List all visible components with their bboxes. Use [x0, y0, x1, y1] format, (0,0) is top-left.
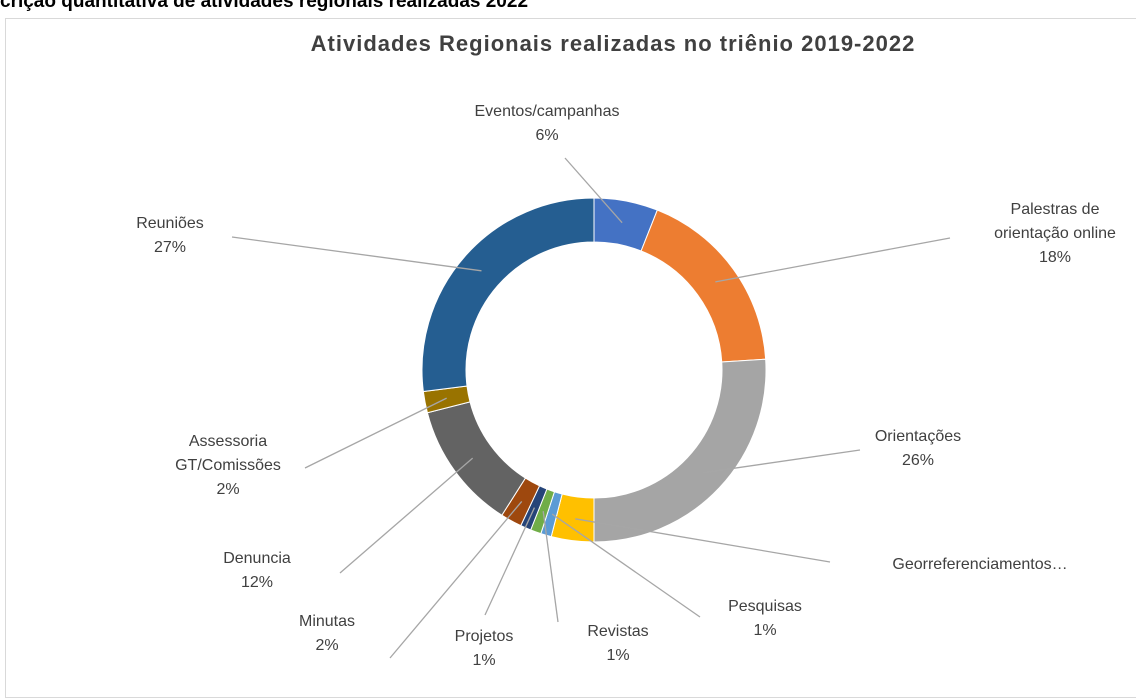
value-label: 1%: [606, 647, 630, 664]
value-label: 12%: [240, 574, 274, 591]
leader-line: [389, 501, 523, 659]
leader-line: [575, 518, 831, 563]
value-label: 18%: [1038, 249, 1072, 266]
leader-line: [231, 236, 482, 272]
data-label: Denuncia 12%: [197, 547, 317, 595]
data-label: Pesquisas 1%: [705, 595, 825, 643]
category-label: Minutas: [298, 613, 356, 630]
value-label: 6%: [535, 127, 559, 144]
data-label: Georreferenciamentos…: [850, 553, 1110, 577]
donut-slice: [421, 197, 595, 393]
data-label: Palestras de orientação online 18%: [975, 198, 1135, 270]
leader-line: [339, 457, 474, 574]
value-label: 26%: [901, 452, 935, 469]
heading: crição quantitativa de atividades region…: [0, 0, 529, 12]
donut-slice: [426, 401, 527, 516]
leader-line: [564, 157, 623, 224]
category-label: Eventos/campanhas: [474, 103, 620, 120]
category-label: Reuniões: [136, 215, 204, 232]
category-label: Orientações: [874, 428, 962, 445]
chart: Atividades Regionais realizadas no triên…: [231, 31, 951, 659]
data-label: Revistas 1%: [558, 620, 678, 668]
value-label: 2%: [315, 637, 339, 654]
leader-line: [542, 511, 559, 623]
category-label: Georreferenciamentos…: [892, 556, 1068, 573]
category-label: Pesquisas: [728, 598, 802, 615]
value-label: 1%: [472, 652, 496, 669]
data-label: Assessoria GT/Comissões 2%: [168, 430, 288, 502]
donut-slice: [640, 209, 767, 363]
value-label: 2%: [216, 481, 240, 498]
category-label: Projetos: [454, 628, 514, 645]
leader-line: [484, 507, 536, 616]
value-label: 1%: [753, 622, 777, 639]
value-label: 27%: [153, 239, 187, 256]
category-label: Assessoria GT/Comissões: [175, 433, 281, 474]
leader-line: [304, 397, 447, 469]
data-label: Projetos 1%: [424, 625, 544, 673]
category-label: Denuncia: [223, 550, 291, 567]
leader-line: [703, 449, 861, 474]
chart-title: Atividades Regionais realizadas no triên…: [311, 31, 916, 56]
data-label: Orientações 26%: [843, 425, 993, 473]
category-label: Palestras de orientação online: [994, 201, 1116, 242]
leader-line: [551, 513, 701, 618]
data-label: Eventos/campanhas 6%: [447, 100, 647, 148]
category-label: Revistas: [587, 623, 649, 640]
donut-slice: [593, 358, 767, 543]
data-label: Minutas 2%: [267, 610, 387, 658]
leader-line: [715, 237, 951, 283]
data-label: Reuniões 27%: [110, 212, 230, 260]
